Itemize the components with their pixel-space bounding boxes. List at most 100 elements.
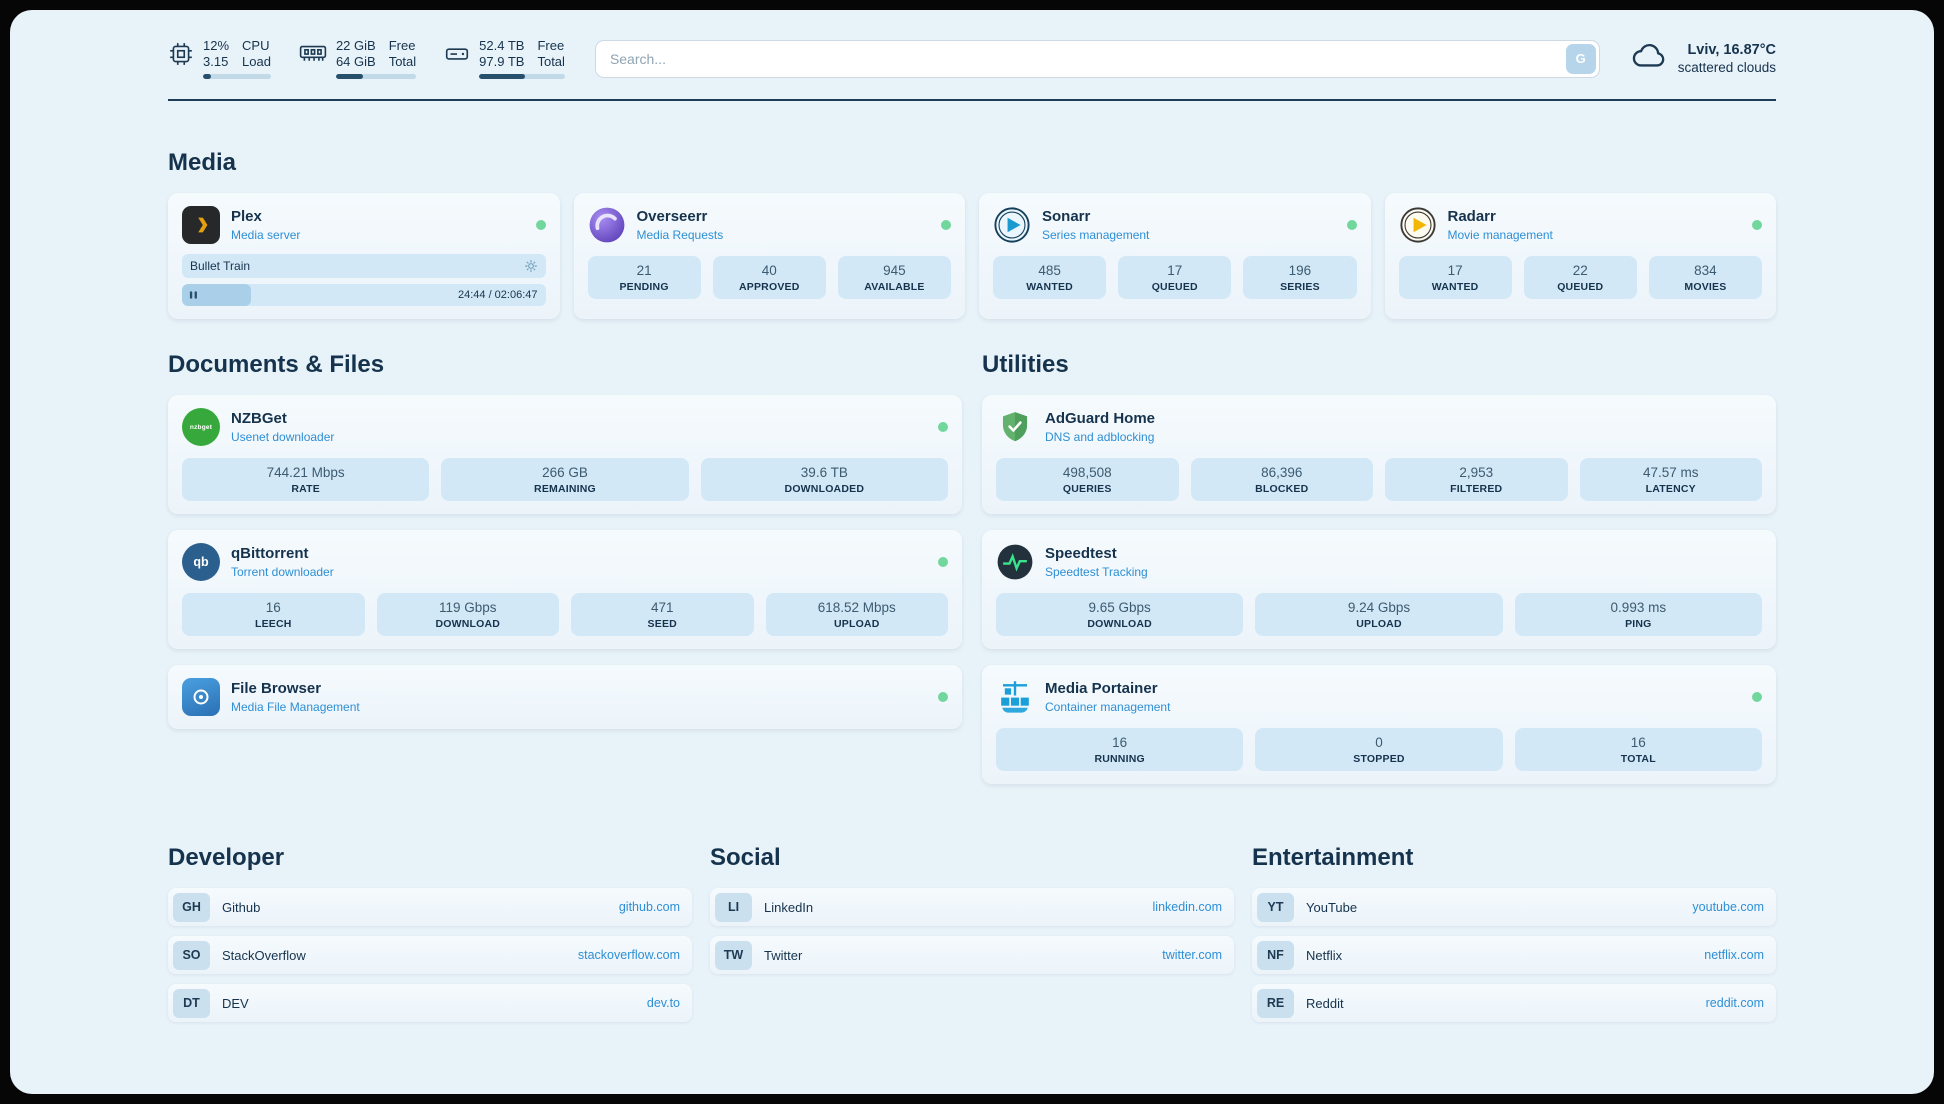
app-subtitle: Media Requests [636,228,724,242]
app-subtitle: Torrent downloader [231,565,334,579]
bookmark-name: StackOverflow [222,947,306,963]
app-subtitle: DNS and adblocking [1045,430,1155,444]
app-subtitle: Usenet downloader [231,430,335,444]
documents-column: Documents & Files nzbget NZBGet Usenet d… [168,351,962,745]
app-card-radarr[interactable]: Radarr Movie management 17 WANTED 22 QUE… [1384,193,1776,319]
playback-time: 24:44 / 02:06:47 [457,289,538,301]
app-card-adguard[interactable]: AdGuard Home DNS and adblocking 498,508 … [982,395,1776,514]
app-card-plex[interactable]: Plex Media server Bullet Train [168,193,560,319]
bookmark-youtube[interactable]: YT YouTube youtube.com [1252,888,1776,926]
app-card-speedtest[interactable]: Speedtest Speedtest Tracking 9.65 Gbps D… [982,530,1776,649]
stat-label: SERIES [1280,281,1320,293]
stat-label: LATENCY [1645,483,1696,495]
app-subtitle: Container management [1045,700,1171,714]
system-widgets: 12% 3.15 CPU Load [168,38,565,79]
bookmark-name: YouTube [1306,899,1358,915]
storage-values: 52.4 TB 97.9 TB [479,38,525,69]
stat-label: APPROVED [738,281,800,293]
app-card-sonarr[interactable]: Sonarr Series management 485 WANTED 17 Q… [979,193,1371,319]
app-name: NZBGet [231,410,287,427]
bookmark-reddit[interactable]: RE Reddit reddit.com [1252,984,1776,1022]
bookmark-dev[interactable]: DT DEV dev.to [168,984,692,1022]
stat-label: PENDING [619,281,669,293]
stat-value: 17 [1167,263,1183,278]
bookmark-twitter[interactable]: TW Twitter twitter.com [710,936,1234,974]
bookmark-abbr: DT [173,988,210,1018]
search-engine-button[interactable]: G [1565,43,1596,74]
bookmark-abbr: GH [173,892,210,922]
bookmark-abbr: YT [1257,892,1294,922]
stat-label: DOWNLOAD [435,618,501,630]
bookmark-url: github.com [618,900,680,914]
section-title-developer: Developer [168,844,285,871]
now-playing-title: Bullet Train [190,259,251,273]
status-online-dot [535,220,546,230]
stat-value: 16 [1112,735,1128,750]
stat-value: 16 [1630,735,1646,750]
cloud-icon [1630,40,1668,77]
stat-label: STOPPED [1353,753,1405,765]
stat-box: 744.21 Mbps RATE [182,458,430,501]
stat-label: DOWNLOAD [1087,618,1152,630]
stat-value: 21 [636,263,652,278]
app-card-qbittorrent[interactable]: qb qBittorrent Torrent downloader 16 LEE… [168,530,962,649]
memory-usage-bar [335,74,417,79]
cpu-chip-icon [168,38,194,72]
gear-icon[interactable] [524,259,538,273]
stat-value: 39.6 TB [800,465,848,480]
bookmark-abbr: TW [715,940,752,970]
app-card-nzbget[interactable]: nzbget NZBGet Usenet downloader 744.21 M… [168,395,962,514]
bookmark-stackoverflow[interactable]: SO StackOverflow stackoverflow.com [168,936,692,974]
app-name: Overseerr [636,208,708,225]
stat-box: 9.24 Gbps UPLOAD [1255,593,1503,636]
status-online-dot [938,557,948,567]
bookmark-name: LinkedIn [764,899,814,915]
cpu-widget: 12% 3.15 CPU Load [168,38,271,79]
stat-box: 498,508 QUERIES [996,458,1179,501]
bookmark-url: dev.to [646,996,680,1010]
stat-label: QUEUED [1557,281,1604,293]
stat-box: 16 TOTAL [1514,728,1762,771]
stat-box: 39.6 TB DOWNLOADED [700,458,948,501]
section-title-utilities: Utilities [982,351,1069,378]
app-name: Radarr [1447,208,1496,225]
stat-box: 9.65 Gbps DOWNLOAD [996,593,1244,636]
dashboard-content: Media Plex Media server [168,149,1776,1032]
app-name: Sonarr [1042,208,1091,225]
bookmark-github[interactable]: GH Github github.com [168,888,692,926]
bookmark-netflix[interactable]: NF Netflix netflix.com [1252,936,1776,974]
stat-box: 945 AVAILABLE [837,256,952,299]
section-title-social: Social [710,844,781,871]
search-input[interactable] [594,39,1600,78]
stat-value: 0.993 ms [1610,600,1667,615]
storage-labels: Free Total [537,38,565,69]
stat-value: 17 [1447,263,1463,278]
stat-value: 0 [1375,735,1383,750]
cpu-values: 12% 3.15 [203,38,230,69]
stat-box: 16 LEECH [182,593,365,636]
bookmark-abbr: SO [173,940,210,970]
app-card-overseerr[interactable]: Overseerr Media Requests 21 PENDING 40 A… [573,193,965,319]
bookmark-linkedin[interactable]: LI LinkedIn linkedin.com [710,888,1234,926]
stat-value: 471 [650,600,674,615]
app-subtitle: Series management [1042,228,1150,242]
memory-values: 22 GiB 64 GiB [335,38,376,69]
stat-box: 2,953 FILTERED [1385,458,1568,501]
app-name: Speedtest [1045,545,1117,562]
stat-box: 618.52 Mbps UPLOAD [765,593,948,636]
app-name: Media Portainer [1045,680,1158,697]
storage-usage-bar [479,74,565,79]
radarr-icon [1399,206,1437,244]
playback-progress-bar[interactable]: 24:44 / 02:06:47 [182,284,546,306]
bookmarks-developer: Developer GH Github github.com SO StackO… [168,844,692,1032]
app-name: AdGuard Home [1045,410,1156,427]
adguard-shield-icon [996,408,1034,446]
app-card-portainer[interactable]: Media Portainer Container management 16 … [982,665,1776,784]
app-subtitle: Movie management [1447,228,1553,242]
nzbget-icon: nzbget [182,408,220,446]
stat-value: 945 [883,263,906,278]
stat-label: RATE [291,483,320,495]
pause-icon[interactable] [189,290,198,300]
app-card-filebrowser[interactable]: File Browser Media File Management [168,665,962,729]
stat-value: 9.24 Gbps [1347,600,1411,615]
